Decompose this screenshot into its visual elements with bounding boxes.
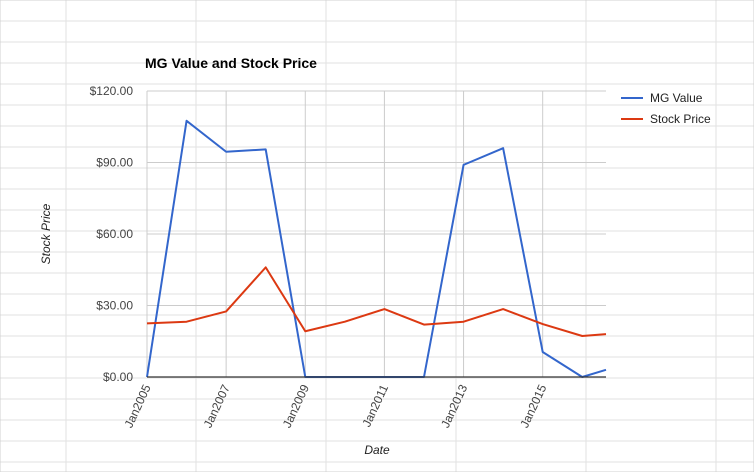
y-tick-label: $90.00 [96, 156, 133, 170]
legend-label: Stock Price [650, 112, 711, 126]
x-tick-label: Jan2013 [438, 382, 470, 430]
x-tick-label: Jan2005 [122, 382, 154, 430]
gridlines [146, 90, 606, 377]
x-tick-label: Jan2007 [201, 382, 233, 430]
x-tick-label: Jan2015 [517, 382, 549, 430]
legend: MG Value Stock Price [621, 91, 711, 126]
y-tick-label: $30.00 [96, 299, 133, 313]
series-lines [146, 119, 607, 378]
y-tick-label: $60.00 [96, 227, 133, 241]
x-axis-label: Date [364, 443, 390, 457]
series-line-2 [146, 266, 607, 338]
y-axis-label: Stock Price [39, 203, 53, 264]
y-tick-label: $0.00 [103, 370, 133, 384]
series-line-1 [146, 119, 607, 378]
y-tick-label: $120.00 [90, 84, 134, 98]
x-tick-label: Jan2011 [359, 382, 391, 429]
chart-title: MG Value and Stock Price [145, 55, 317, 71]
x-tick-label: Jan2009 [280, 382, 312, 430]
legend-label: MG Value [650, 91, 703, 105]
axes: $0.00 $30.00 $60.00 $90.00 $120.00 Jan2005 Jan… [90, 84, 606, 430]
